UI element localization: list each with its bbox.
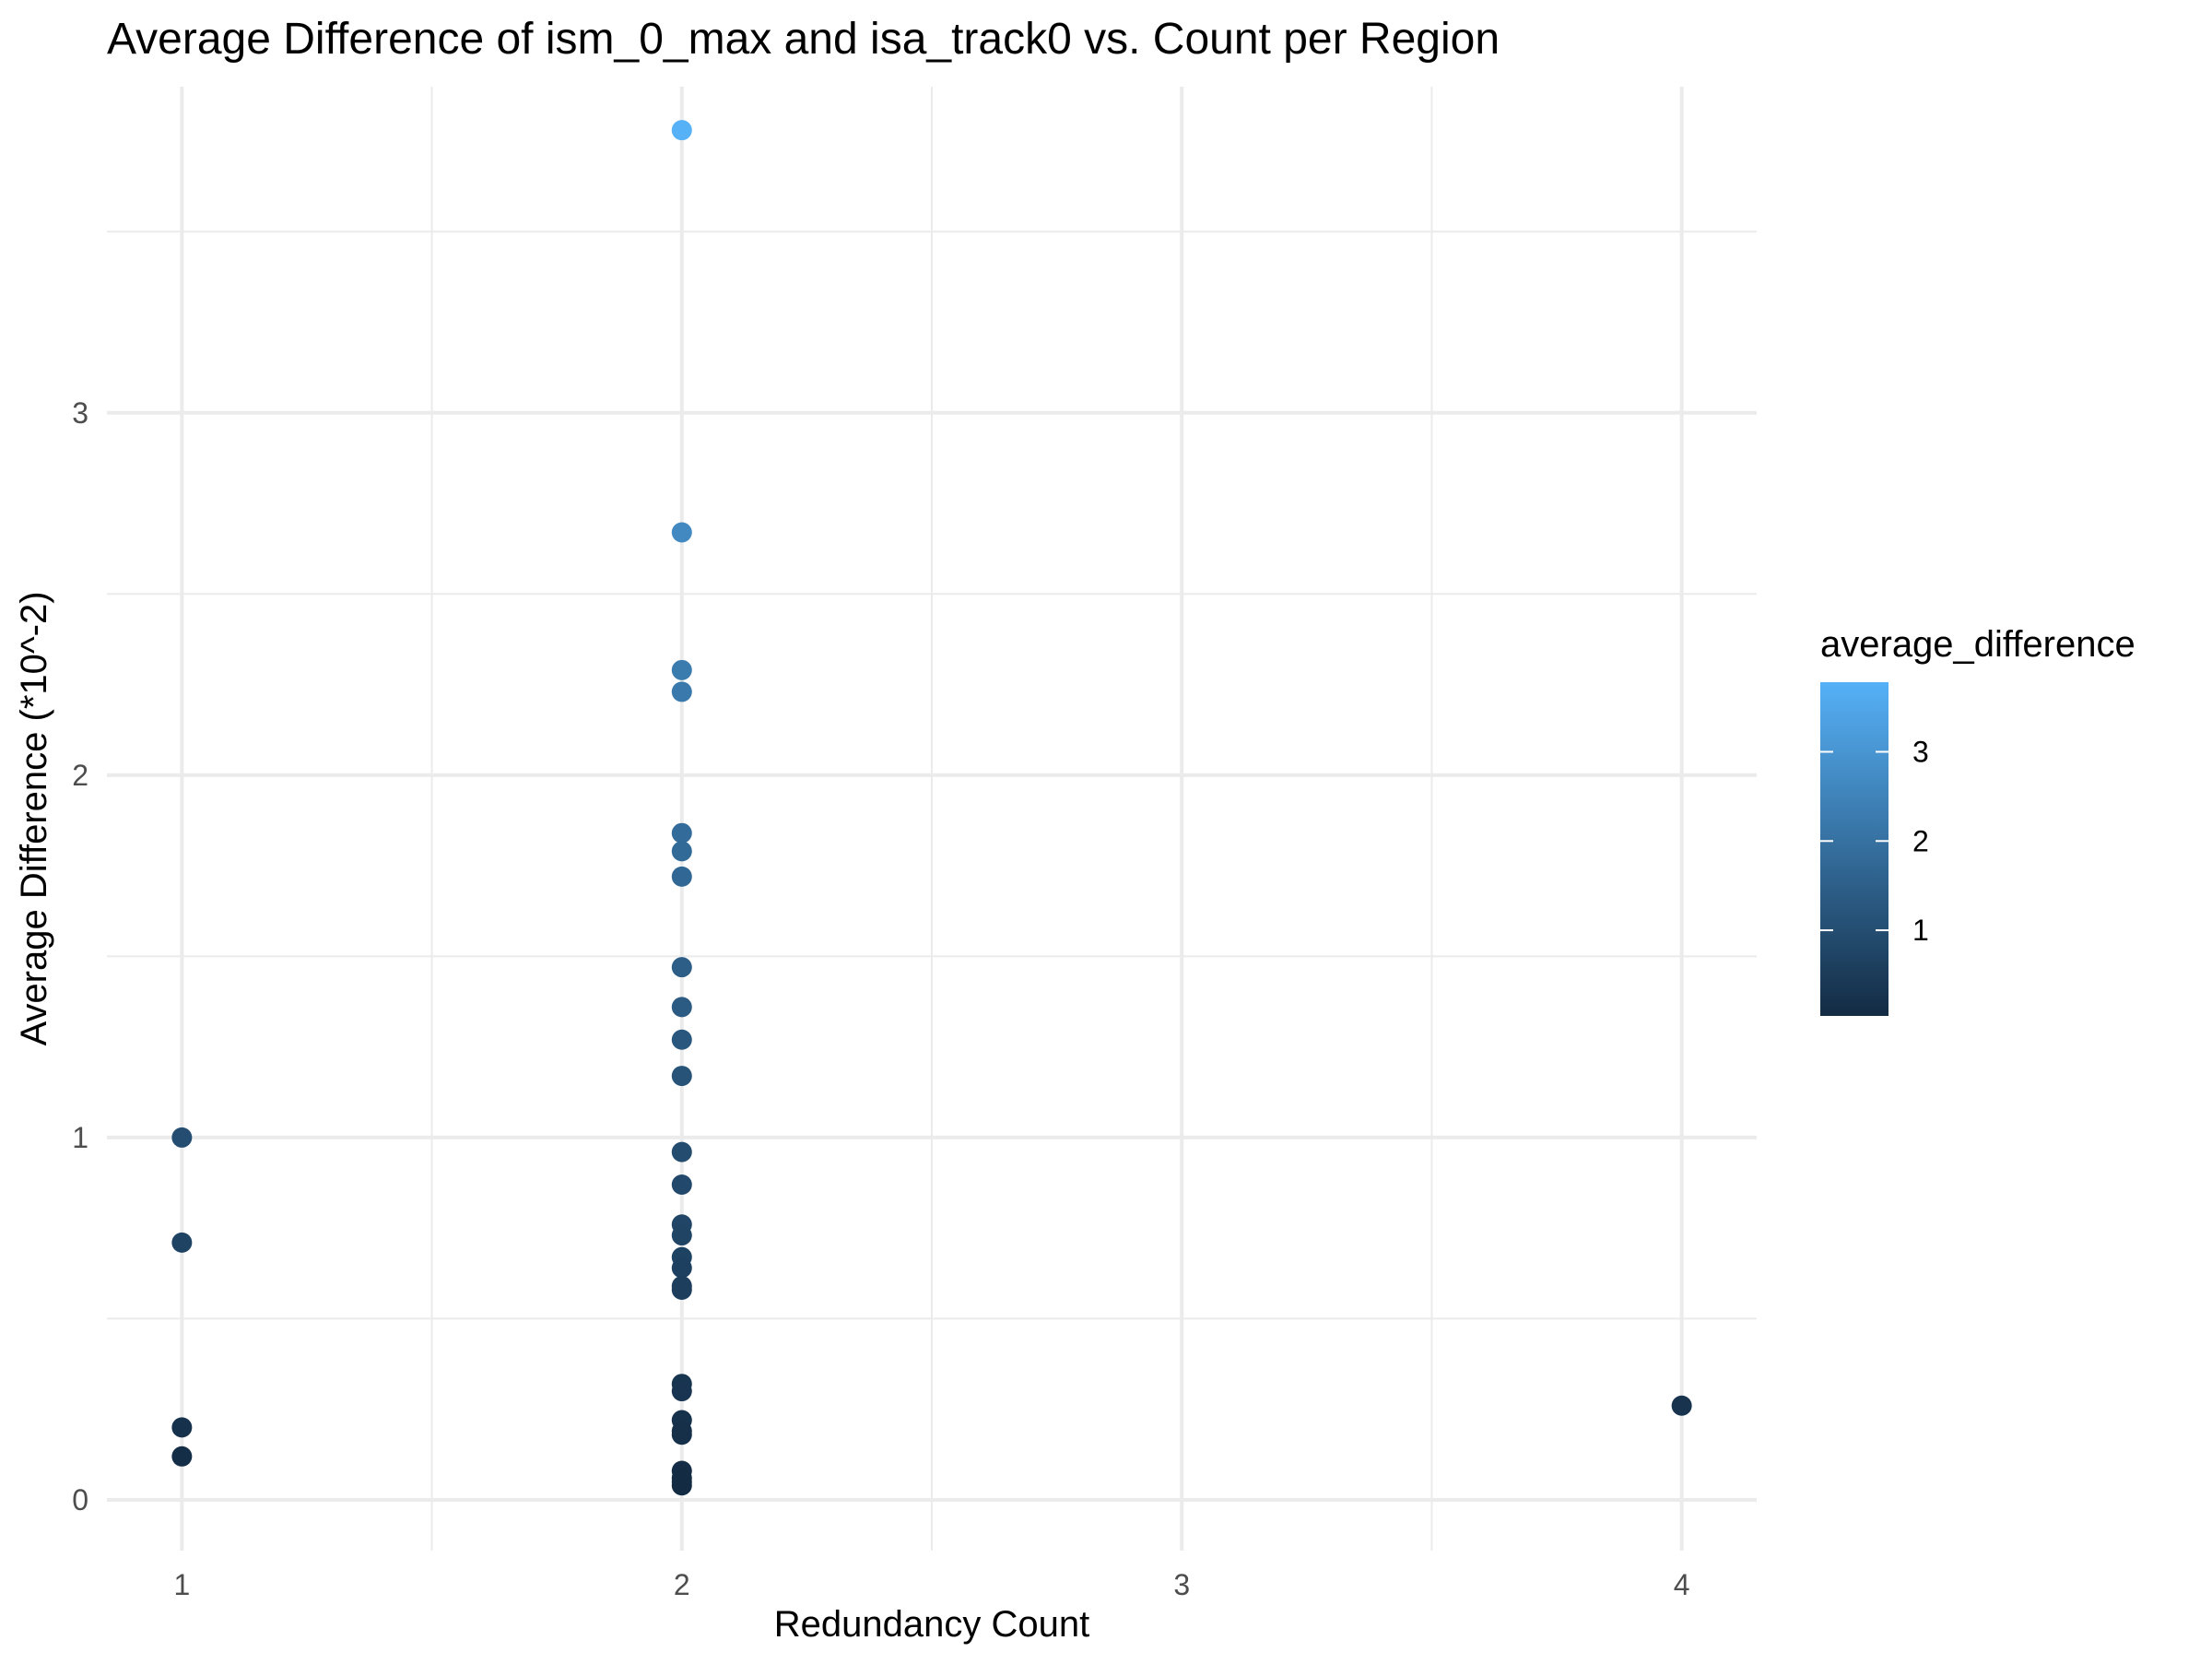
data-point: [1671, 1395, 1692, 1416]
x-axis-label: Redundancy Count: [774, 1604, 1089, 1645]
data-point: [671, 1475, 692, 1496]
data-point: [671, 1424, 692, 1446]
y-tick-label: 3: [72, 396, 88, 430]
legend-title: average_difference: [1820, 624, 2136, 665]
legend-ticks: 1 2 3: [1820, 735, 1929, 947]
data-point: [671, 997, 692, 1018]
data-point: [671, 841, 692, 862]
data-point: [671, 659, 692, 680]
y-axis-tick-labels: 0 1 2 3: [72, 396, 88, 1516]
data-point: [171, 1446, 193, 1467]
legend-tick-label: 2: [1912, 824, 1929, 857]
data-point: [671, 1174, 692, 1195]
y-tick-label: 1: [72, 1121, 88, 1154]
data-points: [171, 120, 1692, 1496]
data-point: [671, 1279, 692, 1300]
data-point: [671, 1141, 692, 1162]
data-point: [671, 1029, 692, 1050]
data-point: [671, 522, 692, 543]
data-point: [671, 1381, 692, 1402]
data-point: [671, 1066, 692, 1087]
legend-tick-label: 3: [1912, 735, 1929, 768]
data-point: [671, 822, 692, 844]
data-point: [671, 1257, 692, 1279]
grid-lines: [107, 87, 1757, 1551]
x-axis-tick-labels: 1 2 3 4: [173, 1568, 1689, 1601]
data-point: [671, 681, 692, 702]
legend-tick-label: 1: [1912, 914, 1929, 947]
data-point: [671, 866, 692, 887]
legend-colorbar: [1820, 682, 1888, 1016]
x-tick-label: 3: [1173, 1568, 1190, 1601]
data-point: [171, 1127, 193, 1148]
data-point: [671, 957, 692, 978]
data-point: [171, 1232, 193, 1253]
data-point: [671, 1225, 692, 1246]
chart-title: Average Difference of ism_0_max and isa_…: [107, 15, 1500, 64]
x-tick-label: 1: [173, 1568, 190, 1601]
y-tick-label: 0: [72, 1483, 88, 1516]
color-legend: average_difference 1 2 3: [1820, 624, 2136, 1016]
data-point: [671, 120, 692, 141]
x-tick-label: 4: [1674, 1568, 1690, 1601]
data-point: [171, 1417, 193, 1438]
x-tick-label: 2: [674, 1568, 690, 1601]
y-axis-label: Average Difference (*10^-2): [14, 591, 54, 1045]
y-tick-label: 2: [72, 759, 88, 792]
